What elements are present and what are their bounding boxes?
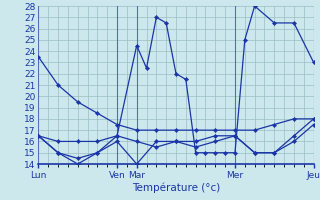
X-axis label: Température (°c): Température (°c) — [132, 183, 220, 193]
